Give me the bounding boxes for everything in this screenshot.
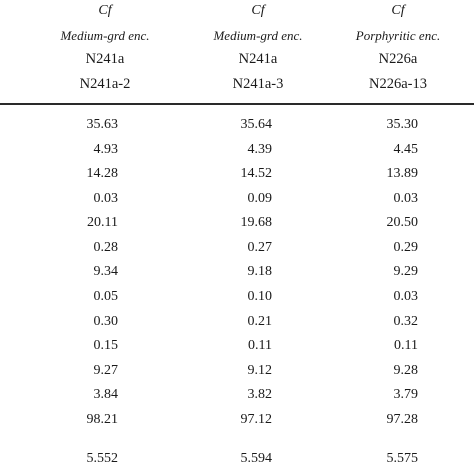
table-cell: 5.575 <box>386 451 419 466</box>
table-cell: 20.50 <box>386 215 419 230</box>
table-cell: 0.21 <box>247 314 273 329</box>
table-cell: 0.05 <box>93 289 119 304</box>
table-cell: 0.30 <box>93 314 119 329</box>
column-type: Cf <box>251 3 265 18</box>
table-cell: 0.15 <box>93 338 119 353</box>
table-cell: 97.12 <box>240 412 273 427</box>
table-cell: 0.32 <box>393 314 419 329</box>
table-cell: 13.89 <box>386 166 419 181</box>
table-cell: 9.12 <box>247 363 273 378</box>
column-enclave: Medium-grd enc. <box>213 28 303 43</box>
column-enclave: Porphyritic enc. <box>355 28 441 43</box>
column-enclave: Medium-grd enc. <box>60 28 150 43</box>
table-cell: 9.18 <box>247 264 273 279</box>
table-cell: 35.64 <box>240 117 273 132</box>
table-cell: 5.552 <box>86 451 119 466</box>
table-cell: 9.28 <box>393 363 419 378</box>
table-cell: 14.28 <box>86 166 119 181</box>
table-cell: 0.11 <box>248 338 272 353</box>
table-cell: 4.39 <box>247 142 273 157</box>
table-cell: 3.84 <box>93 387 119 402</box>
table-cell: 0.10 <box>247 289 273 304</box>
column-id: N241a <box>238 51 278 67</box>
table-cell: 9.29 <box>393 264 419 279</box>
table-cell: 98.21 <box>86 412 119 427</box>
table-cell: 0.29 <box>393 240 419 255</box>
table-cell: 9.34 <box>93 264 119 279</box>
column-id: N226a <box>378 51 418 67</box>
table-cell: 3.82 <box>247 387 273 402</box>
table-cell: 0.03 <box>393 289 419 304</box>
column-sample: N241a-3 <box>232 76 284 92</box>
column-type: Cf <box>98 3 112 18</box>
column-type: Cf <box>391 3 405 18</box>
table-cell: 0.27 <box>247 240 273 255</box>
table-cell: 9.27 <box>93 363 119 378</box>
table-cell: 0.28 <box>93 240 119 255</box>
table-cell: 4.93 <box>93 142 119 157</box>
table-cell: 97.28 <box>386 412 419 427</box>
table-cell: 0.03 <box>393 191 419 206</box>
table-cell: 5.594 <box>240 451 273 466</box>
table-cell: 0.09 <box>247 191 273 206</box>
table-cell: 19.68 <box>240 215 273 230</box>
table-cell: 35.30 <box>386 117 419 132</box>
header-rule <box>0 103 474 105</box>
table-cell: 4.45 <box>393 142 419 157</box>
table-cell: 0.11 <box>394 338 418 353</box>
table-cell: 14.52 <box>240 166 273 181</box>
table-cell: 35.63 <box>86 117 119 132</box>
table-cell: 3.79 <box>393 387 419 402</box>
table-cell: 20.11 <box>87 215 118 230</box>
column-sample: N226a-13 <box>369 76 427 92</box>
table-cell: 0.03 <box>93 191 119 206</box>
column-id: N241a <box>85 51 125 67</box>
column-sample: N241a-2 <box>79 76 131 92</box>
